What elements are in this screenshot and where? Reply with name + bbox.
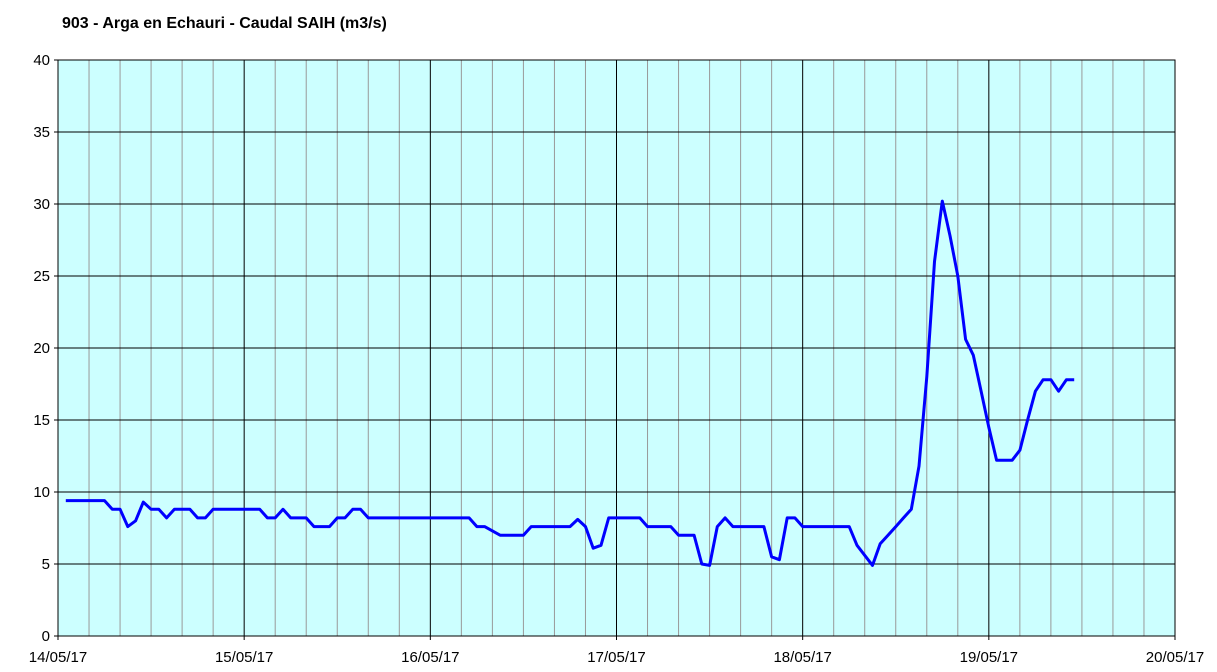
- x-tick-label: 16/05/17: [401, 649, 459, 666]
- x-tick-label: 14/05/17: [29, 649, 87, 666]
- y-tick-label: 40: [33, 52, 50, 69]
- y-tick-label: 25: [33, 268, 50, 285]
- y-tick-label: 5: [42, 556, 50, 573]
- y-tick-label: 15: [33, 412, 50, 429]
- y-tick-label: 30: [33, 196, 50, 213]
- plot-border: [57, 59, 1176, 637]
- data-line: [65, 199, 1075, 567]
- y-tick-label: 35: [33, 124, 50, 141]
- x-tick-label: 18/05/17: [773, 649, 831, 666]
- y-tick-label: 0: [42, 628, 50, 645]
- x-tick-label: 19/05/17: [960, 649, 1018, 666]
- chart-title: 903 - Arga en Echauri - Caudal SAIH (m3/…: [62, 15, 387, 32]
- x-tick-label: 20/05/17: [1146, 649, 1204, 666]
- y-tick-label: 10: [33, 484, 50, 501]
- x-tick-label: 17/05/17: [587, 649, 645, 666]
- y-tick-label: 20: [33, 340, 50, 357]
- x-tick-label: 15/05/17: [215, 649, 273, 666]
